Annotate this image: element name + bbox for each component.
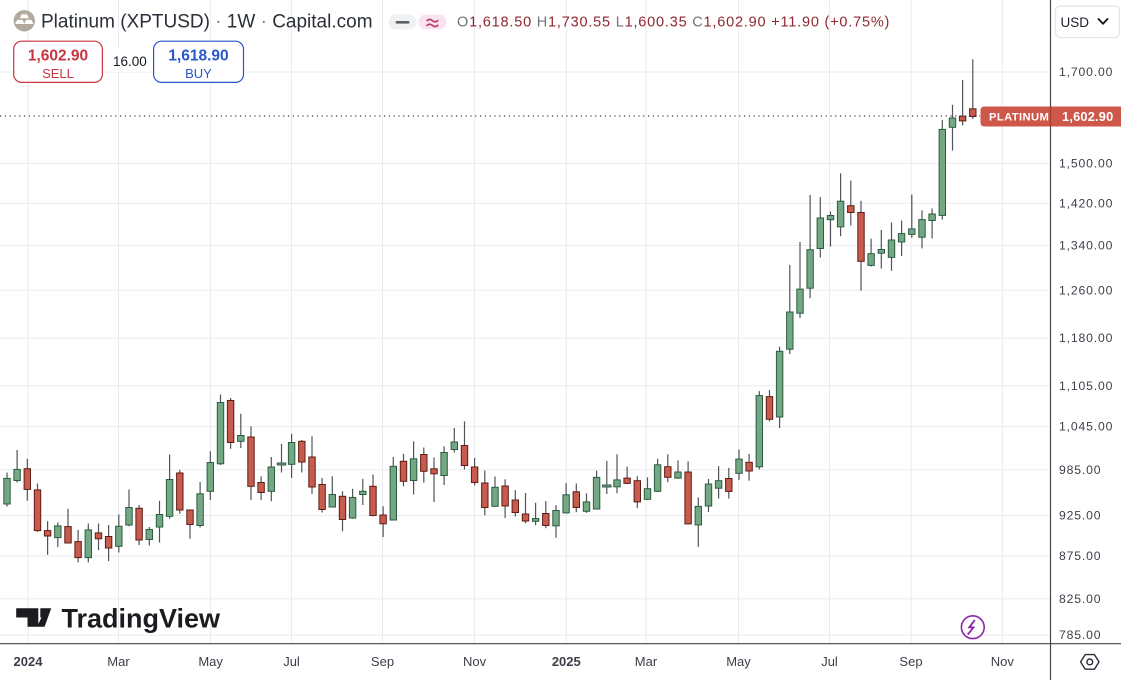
svg-text:SELL: SELL: [42, 66, 74, 81]
svg-text:BUY: BUY: [185, 66, 212, 81]
svg-text:825.00: 825.00: [1059, 592, 1101, 606]
svg-text:TradingView: TradingView: [62, 604, 222, 634]
svg-text:Nov: Nov: [991, 654, 1015, 669]
svg-text:Nov: Nov: [463, 654, 487, 669]
svg-text:Mar: Mar: [107, 654, 130, 669]
svg-text:1,105.00: 1,105.00: [1059, 379, 1113, 393]
svg-text:1,340.00: 1,340.00: [1059, 239, 1113, 253]
svg-text:1,260.00: 1,260.00: [1059, 283, 1113, 297]
svg-text:2024: 2024: [14, 654, 44, 669]
svg-text:1,180.00: 1,180.00: [1059, 331, 1113, 345]
svg-text:925.00: 925.00: [1059, 509, 1101, 523]
svg-text:875.00: 875.00: [1059, 549, 1101, 563]
svg-text:785.00: 785.00: [1059, 628, 1101, 642]
svg-text:Jul: Jul: [283, 654, 300, 669]
svg-text:Sep: Sep: [371, 654, 394, 669]
svg-text:2025: 2025: [552, 654, 581, 669]
svg-text:1,045.00: 1,045.00: [1059, 420, 1113, 434]
svg-text:O1,618.50 H1,730.55 L1,600.35: O1,618.50 H1,730.55 L1,600.35 C1,602.90 …: [457, 15, 890, 31]
svg-text:May: May: [198, 654, 223, 669]
svg-text:16.00: 16.00: [113, 54, 147, 69]
svg-text:1,602.90: 1,602.90: [28, 48, 88, 65]
svg-text:Mar: Mar: [635, 654, 658, 669]
svg-text:Jul: Jul: [821, 654, 838, 669]
svg-text:PLATINUM: PLATINUM: [989, 112, 1049, 124]
svg-text:May: May: [726, 654, 751, 669]
svg-text:1,420.00: 1,420.00: [1059, 196, 1113, 210]
svg-text:Platinum (XPTUSD) · 1W · Capit: Platinum (XPTUSD) · 1W · Capital.com: [41, 12, 373, 33]
svg-text:USD: USD: [1061, 15, 1090, 30]
svg-text:1,602.90: 1,602.90: [1062, 109, 1113, 124]
svg-text:985.00: 985.00: [1059, 463, 1101, 477]
svg-text:1,700.00: 1,700.00: [1059, 65, 1113, 79]
svg-text:1,618.90: 1,618.90: [168, 48, 228, 65]
svg-text:1,500.00: 1,500.00: [1059, 156, 1113, 170]
svg-text:Sep: Sep: [899, 654, 922, 669]
